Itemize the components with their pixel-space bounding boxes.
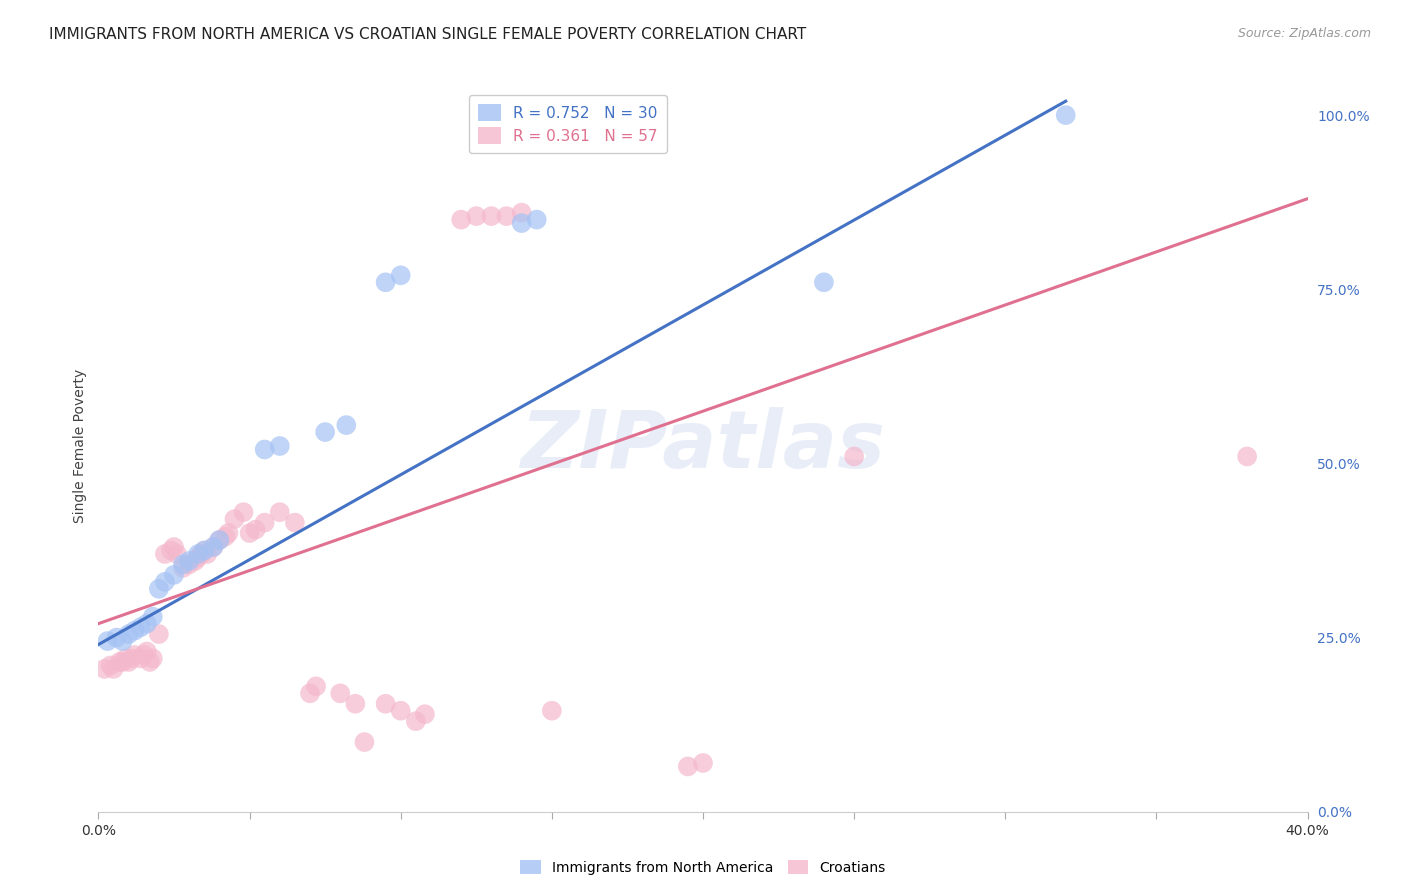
Point xyxy=(103,662,125,676)
Point xyxy=(269,505,291,519)
Y-axis label: Single Female Poverty: Single Female Poverty xyxy=(73,369,87,523)
Point xyxy=(172,561,194,575)
Legend: R = 0.752   N = 30, R = 0.361   N = 57: R = 0.752 N = 30, R = 0.361 N = 57 xyxy=(468,95,666,153)
Point xyxy=(540,704,562,718)
Point xyxy=(299,686,322,700)
Point xyxy=(813,275,835,289)
Text: ZIPatlas: ZIPatlas xyxy=(520,407,886,485)
Point xyxy=(129,620,152,634)
Point xyxy=(253,516,276,530)
Point xyxy=(389,268,412,283)
Point xyxy=(224,512,246,526)
Point xyxy=(96,634,118,648)
Point xyxy=(692,756,714,770)
Point xyxy=(118,655,141,669)
Text: IMMIGRANTS FROM NORTH AMERICA VS CROATIAN SINGLE FEMALE POVERTY CORRELATION CHAR: IMMIGRANTS FROM NORTH AMERICA VS CROATIA… xyxy=(49,27,807,42)
Point xyxy=(153,574,176,589)
Point xyxy=(105,631,128,645)
Point xyxy=(202,540,225,554)
Point xyxy=(239,526,262,541)
Point xyxy=(202,540,225,554)
Point xyxy=(374,275,396,289)
Point xyxy=(232,505,254,519)
Point xyxy=(208,533,231,547)
Point xyxy=(195,547,218,561)
Point xyxy=(139,655,162,669)
Point xyxy=(142,651,165,665)
Point xyxy=(284,516,307,530)
Point xyxy=(844,450,866,464)
Point xyxy=(353,735,375,749)
Point xyxy=(217,526,239,541)
Point xyxy=(253,442,276,457)
Point xyxy=(163,540,186,554)
Point xyxy=(208,533,231,547)
Point xyxy=(676,759,699,773)
Point xyxy=(245,523,267,537)
Point xyxy=(269,439,291,453)
Point xyxy=(124,648,146,662)
Point xyxy=(124,624,146,638)
Point xyxy=(111,655,134,669)
Point xyxy=(184,554,207,568)
Point xyxy=(405,714,427,728)
Point xyxy=(510,216,533,230)
Point xyxy=(148,627,170,641)
Point xyxy=(413,707,436,722)
Point xyxy=(314,425,336,439)
Point xyxy=(121,651,143,665)
Text: Source: ZipAtlas.com: Source: ZipAtlas.com xyxy=(1237,27,1371,40)
Point xyxy=(495,209,517,223)
Point xyxy=(1236,450,1258,464)
Point xyxy=(118,627,141,641)
Point xyxy=(114,651,136,665)
Point xyxy=(132,648,155,662)
Point xyxy=(335,418,357,433)
Point xyxy=(172,558,194,572)
Point xyxy=(305,679,328,693)
Point xyxy=(481,209,503,223)
Point xyxy=(163,567,186,582)
Point xyxy=(510,205,533,219)
Point xyxy=(450,212,472,227)
Point xyxy=(135,616,157,631)
Point xyxy=(187,547,209,561)
Point xyxy=(166,547,188,561)
Point xyxy=(586,108,609,122)
Point xyxy=(129,651,152,665)
Point xyxy=(148,582,170,596)
Point xyxy=(160,543,183,558)
Point xyxy=(100,658,122,673)
Point xyxy=(179,558,201,572)
Point xyxy=(187,550,209,565)
Point xyxy=(190,547,212,561)
Point xyxy=(135,644,157,658)
Point xyxy=(193,543,215,558)
Point xyxy=(193,543,215,558)
Point xyxy=(374,697,396,711)
Legend: Immigrants from North America, Croatians: Immigrants from North America, Croatians xyxy=(515,855,891,880)
Point xyxy=(344,697,367,711)
Point xyxy=(214,530,236,544)
Point xyxy=(389,704,412,718)
Point xyxy=(93,662,115,676)
Point xyxy=(465,209,488,223)
Point xyxy=(526,212,548,227)
Point xyxy=(111,634,134,648)
Point xyxy=(1054,108,1077,122)
Point xyxy=(108,655,131,669)
Point xyxy=(153,547,176,561)
Point xyxy=(142,609,165,624)
Point xyxy=(329,686,352,700)
Point xyxy=(179,554,201,568)
